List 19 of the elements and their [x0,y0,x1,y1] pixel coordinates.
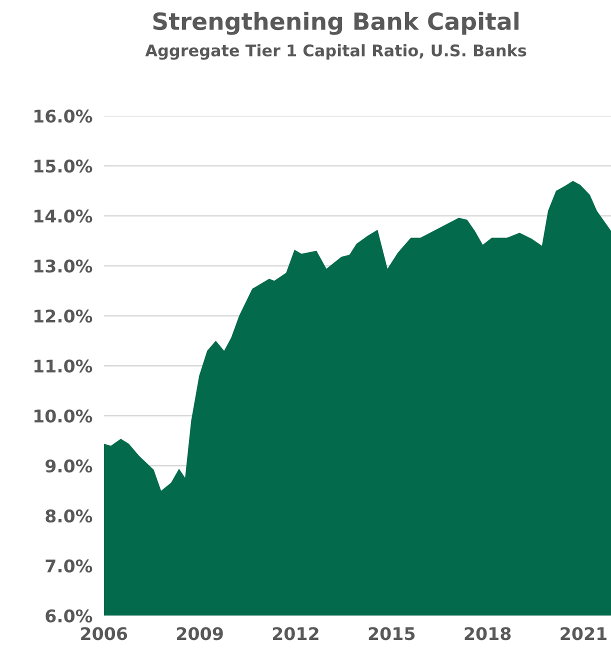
x-tick-label: 2018 [464,627,511,640]
y-tick-label: 13.0% [34,260,92,273]
x-tick-label: 2006 [81,627,128,640]
y-tick-label: 6.0% [46,609,92,623]
x-tick-label: 2021 [560,627,606,640]
y-tick-label: 7.0% [46,559,92,573]
y-tick-label: 16.0% [34,110,92,123]
y-tick-label: 12.0% [34,309,92,323]
y-tick-label: 14.0% [34,210,92,223]
x-tick-label: 2015 [368,627,415,640]
x-tick-label: 2012 [272,627,318,640]
chart-subtitle: Aggregate Tier 1 Capital Ratio, U.S. Banks [145,44,526,60]
y-tick-label: 15.0% [34,160,92,173]
y-tick-label: 8.0% [46,509,92,523]
y-tick-label: 11.0% [34,359,92,373]
y-tick-label: 10.0% [34,409,92,423]
chart-title: Strengthening Bank Capital [153,12,518,35]
x-tick-label: 2009 [177,627,223,640]
y-tick-label: 9.0% [46,459,92,473]
